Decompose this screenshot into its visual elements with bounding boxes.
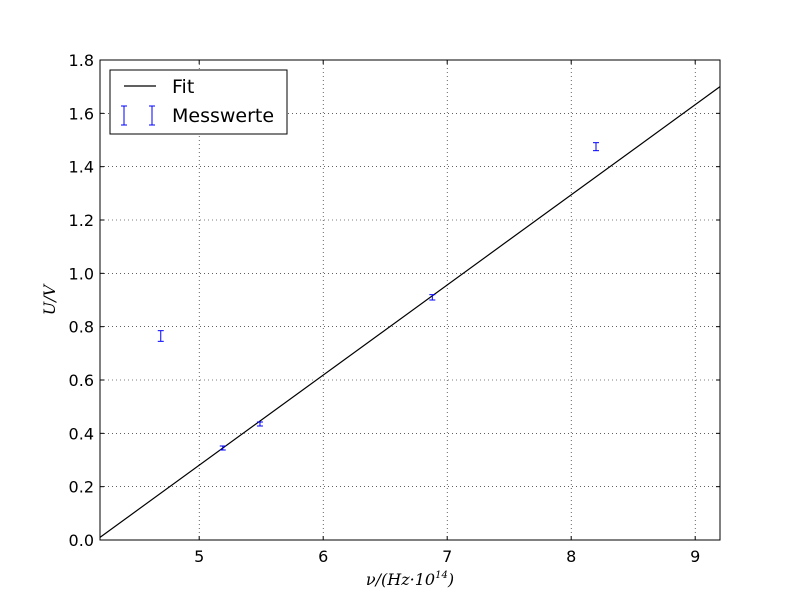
x-axis-label-close: ) (447, 570, 454, 589)
x-axis-label-text: ν/(Hz·10 (366, 570, 435, 589)
y-tick-label: 0.4 (69, 424, 94, 443)
y-tick-label: 1.4 (69, 158, 94, 177)
legend-messwerte-label: Messwerte (172, 105, 274, 127)
messwerte-series (157, 142, 599, 451)
legend: Fit Messwerte (109, 69, 288, 135)
x-tick-label: 9 (690, 547, 700, 566)
x-tick-label: 8 (566, 547, 576, 566)
x-tick-label: 6 (318, 547, 328, 566)
x-tick-label: 7 (442, 547, 452, 566)
data-point (429, 294, 436, 301)
y-tick-label: 0.6 (69, 371, 94, 390)
y-tick-label: 0.2 (69, 478, 94, 497)
plot-frame (99, 59, 721, 541)
axis-ticks: 5 6 7 8 9 0.0 0.2 0.4 0.6 0.8 1.0 1.2 1.4 1.6 1.8 (69, 51, 720, 566)
y-tick-label: 0.0 (69, 531, 94, 550)
data-point (219, 445, 226, 451)
legend-box (109, 69, 288, 135)
legend-messwerte-swatch (121, 105, 155, 126)
x-tick-label: 5 (194, 547, 204, 566)
y-axis-label: U/V (40, 283, 59, 315)
fit-series (99, 86, 721, 538)
x-axis-label: ν/(Hz·1014) (366, 570, 454, 589)
y-tick-label: 1.6 (69, 104, 94, 123)
fit-line (99, 86, 721, 538)
data-point (256, 421, 263, 427)
x-axis-label-exponent: 14 (435, 570, 448, 581)
y-tick-label: 1.2 (69, 211, 94, 230)
y-tick-label: 1.0 (69, 264, 94, 283)
data-point (593, 142, 599, 152)
y-tick-label: 0.8 (69, 318, 94, 337)
y-tick-label: 1.8 (69, 51, 94, 70)
data-point (157, 330, 164, 342)
legend-fit-label: Fit (172, 76, 194, 98)
